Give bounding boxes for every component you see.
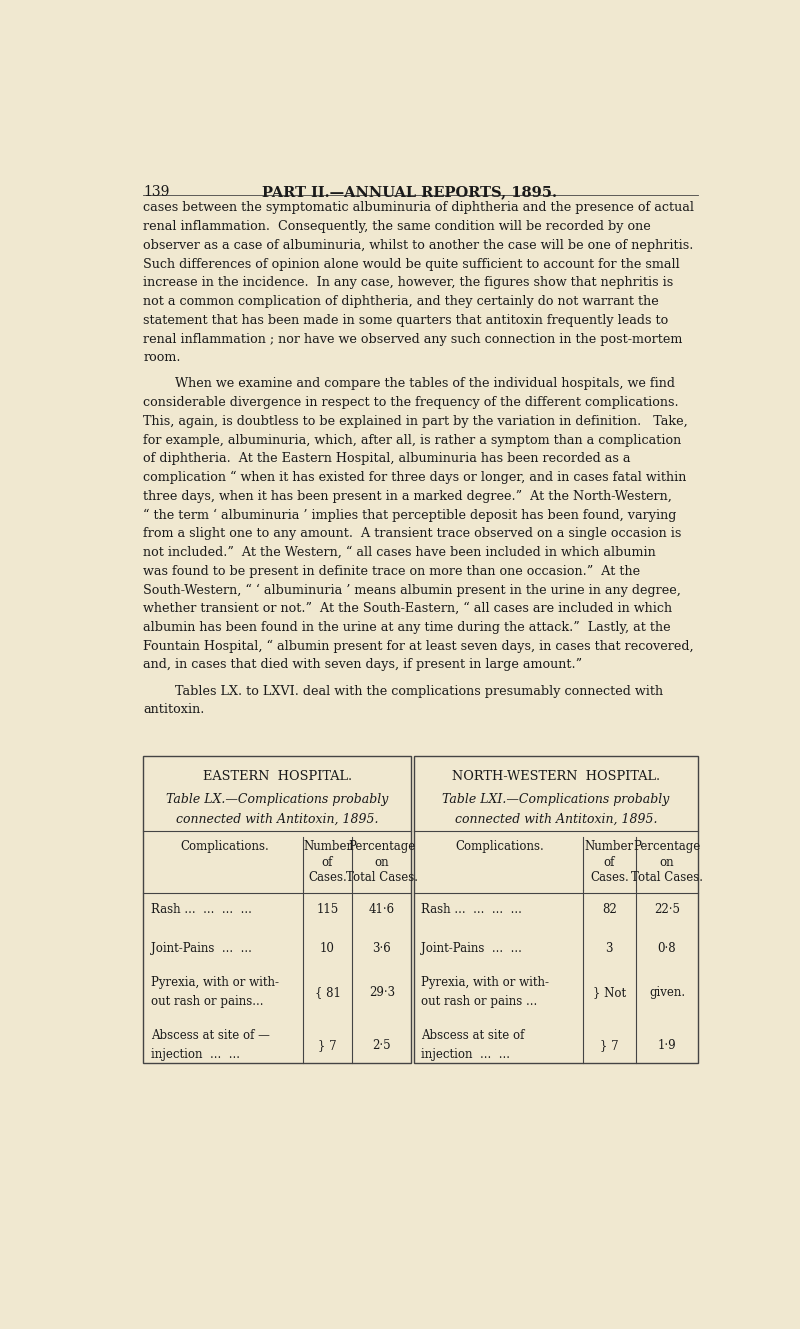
Text: 139: 139 — [143, 185, 170, 199]
Text: Complications.: Complications. — [180, 840, 269, 853]
Text: renal inflammation.  Consequently, the same condition will be recorded by one: renal inflammation. Consequently, the sa… — [143, 221, 651, 233]
Text: This, again, is doubtless to be explained in part by the variation in definition: This, again, is doubtless to be explaine… — [143, 415, 688, 428]
Text: and, in cases that died with seven days, if present in large amount.”: and, in cases that died with seven days,… — [143, 658, 582, 671]
Text: observer as a case of albuminuria, whilst to another the case will be one of nep: observer as a case of albuminuria, whils… — [143, 239, 694, 253]
Text: South-Western, “ ‘ albuminuria ’ means albumin present in the urine in any degre: South-Western, “ ‘ albuminuria ’ means a… — [143, 583, 682, 597]
Text: Number: Number — [303, 840, 352, 853]
Text: } 7: } 7 — [600, 1039, 618, 1053]
Text: Total Cases.: Total Cases. — [346, 872, 418, 884]
Text: Percentage: Percentage — [634, 840, 701, 853]
Text: increase in the incidence.  In any case, however, the figures show that nephriti: increase in the incidence. In any case, … — [143, 276, 674, 290]
Text: } 7: } 7 — [318, 1039, 337, 1053]
Text: “ the term ‘ albuminuria ’ implies that perceptible deposit has been found, vary: “ the term ‘ albuminuria ’ implies that … — [143, 509, 677, 522]
Text: 3·6: 3·6 — [373, 942, 391, 956]
Text: Rash ...  ...  ...  ...: Rash ... ... ... ... — [151, 904, 252, 916]
Text: of diphtheria.  At the Eastern Hospital, albuminuria has been recorded as a: of diphtheria. At the Eastern Hospital, … — [143, 452, 631, 465]
Text: 22·5: 22·5 — [654, 904, 680, 916]
Text: 2·5: 2·5 — [373, 1039, 391, 1053]
Text: whether transient or not.”  At the South-Eastern, “ all cases are included in wh: whether transient or not.” At the South-… — [143, 602, 673, 615]
Text: PART II.—ANNUAL REPORTS, 1895.: PART II.—ANNUAL REPORTS, 1895. — [262, 185, 558, 199]
Text: injection  ...  ...: injection ... ... — [151, 1049, 240, 1062]
Text: 29·3: 29·3 — [369, 986, 395, 999]
Text: of: of — [604, 856, 615, 869]
Text: renal inflammation ; nor have we observed any such connection in the post-mortem: renal inflammation ; nor have we observe… — [143, 332, 682, 346]
Text: Such differences of opinion alone would be quite sufficient to account for the s: Such differences of opinion alone would … — [143, 258, 680, 271]
Text: Table LX.—Complications probably: Table LX.—Complications probably — [166, 792, 389, 805]
Text: given.: given. — [649, 986, 685, 999]
Text: 3: 3 — [606, 942, 613, 956]
Bar — [143, 756, 411, 1063]
Text: Joint-Pains  ...  ...: Joint-Pains ... ... — [421, 942, 522, 956]
Text: out rash or pains...: out rash or pains... — [151, 995, 263, 1009]
Text: on: on — [374, 856, 389, 869]
Text: When we examine and compare the tables of the individual hospitals, we find: When we examine and compare the tables o… — [143, 377, 675, 391]
Text: room.: room. — [143, 351, 181, 364]
Text: out rash or pains ...: out rash or pains ... — [421, 995, 538, 1009]
Text: Joint-Pains  ...  ...: Joint-Pains ... ... — [151, 942, 252, 956]
Text: 10: 10 — [320, 942, 335, 956]
Text: not a common complication of diphtheria, and they certainly do not warrant the: not a common complication of diphtheria,… — [143, 295, 659, 308]
Text: Pyrexia, with or with-: Pyrexia, with or with- — [421, 975, 549, 989]
Text: albumin has been found in the urine at any time during the attack.”  Lastly, at : albumin has been found in the urine at a… — [143, 621, 671, 634]
Text: 41·6: 41·6 — [369, 904, 395, 916]
Text: NORTH-WESTERN  HOSPITAL.: NORTH-WESTERN HOSPITAL. — [452, 769, 660, 783]
Text: 0·8: 0·8 — [658, 942, 676, 956]
Text: statement that has been made in some quarters that antitoxin frequently leads to: statement that has been made in some qua… — [143, 314, 669, 327]
Text: { 81: { 81 — [314, 986, 341, 999]
Text: Total Cases.: Total Cases. — [631, 872, 703, 884]
Bar — [414, 756, 698, 1063]
Text: cases between the symptomatic albuminuria of diphtheria and the presence of actu: cases between the symptomatic albuminuri… — [143, 202, 694, 214]
Text: 82: 82 — [602, 904, 617, 916]
Text: Percentage: Percentage — [348, 840, 415, 853]
Text: injection  ...  ...: injection ... ... — [421, 1049, 510, 1062]
Text: Fountain Hospital, “ albumin present for at least seven days, in cases that reco: Fountain Hospital, “ albumin present for… — [143, 639, 694, 653]
Text: Complications.: Complications. — [455, 840, 544, 853]
Text: connected with Antitoxin, 1895.: connected with Antitoxin, 1895. — [454, 813, 658, 827]
Text: } Not: } Not — [593, 986, 626, 999]
Text: Pyrexia, with or with-: Pyrexia, with or with- — [151, 975, 279, 989]
Text: for example, albuminuria, which, after all, is rather a symptom than a complicat: for example, albuminuria, which, after a… — [143, 433, 682, 447]
Text: Cases.: Cases. — [308, 872, 347, 884]
Text: three days, when it has been present in a marked degree.”  At the North-Western,: three days, when it has been present in … — [143, 490, 672, 502]
Text: Abscess at site of —: Abscess at site of — — [151, 1029, 270, 1042]
Text: was found to be present in definite trace on more than one occasion.”  At the: was found to be present in definite trac… — [143, 565, 641, 578]
Text: 115: 115 — [317, 904, 338, 916]
Text: complication “ when it has existed for three days or longer, and in cases fatal : complication “ when it has existed for t… — [143, 470, 686, 484]
Text: connected with Antitoxin, 1895.: connected with Antitoxin, 1895. — [176, 813, 378, 827]
Text: considerable divergence in respect to the frequency of the different complicatio: considerable divergence in respect to th… — [143, 396, 679, 409]
Text: from a slight one to any amount.  A transient trace observed on a single occasio: from a slight one to any amount. A trans… — [143, 528, 682, 541]
Text: antitoxin.: antitoxin. — [143, 703, 205, 716]
Text: Tables LX. to LXVI. deal with the complications presumably connected with: Tables LX. to LXVI. deal with the compli… — [143, 684, 663, 698]
Text: Number: Number — [585, 840, 634, 853]
Text: Rash ...  ...  ...  ...: Rash ... ... ... ... — [421, 904, 522, 916]
Text: 1·9: 1·9 — [658, 1039, 676, 1053]
Text: Abscess at site of: Abscess at site of — [421, 1029, 525, 1042]
Text: EASTERN  HOSPITAL.: EASTERN HOSPITAL. — [202, 769, 352, 783]
Text: Table LXI.—Complications probably: Table LXI.—Complications probably — [442, 792, 670, 805]
Text: not included.”  At the Western, “ all cases have been included in which albumin: not included.” At the Western, “ all cas… — [143, 546, 656, 560]
Text: of: of — [322, 856, 334, 869]
Text: on: on — [660, 856, 674, 869]
Text: Cases.: Cases. — [590, 872, 629, 884]
